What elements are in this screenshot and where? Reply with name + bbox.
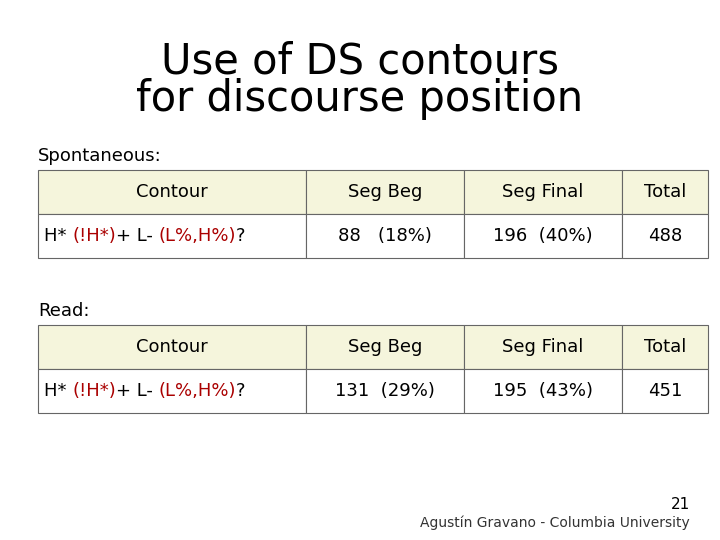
Text: (!H*): (!H*) [72, 382, 116, 400]
Bar [38, 170, 306, 214]
Text: 195  (43%): 195 (43%) [493, 382, 593, 400]
Bar [464, 369, 622, 413]
Text: 131  (29%): 131 (29%) [335, 382, 435, 400]
Text: H*: H* [44, 382, 72, 400]
Bar [38, 214, 306, 258]
Text: (L%,H%): (L%,H%) [158, 227, 236, 245]
Bar [306, 369, 464, 413]
Text: Read:: Read: [38, 302, 89, 320]
Bar [622, 369, 708, 413]
Text: Contour: Contour [136, 183, 208, 201]
Bar [622, 170, 708, 214]
Text: Seg Final: Seg Final [503, 183, 584, 201]
Text: 451: 451 [648, 382, 682, 400]
Text: Seg Final: Seg Final [503, 338, 584, 356]
Bar [464, 214, 622, 258]
Text: + L-: + L- [116, 227, 158, 245]
Text: Contour: Contour [136, 338, 208, 356]
Bar [464, 170, 622, 214]
Text: Spontaneous:: Spontaneous: [38, 147, 162, 165]
Text: 196  (40%): 196 (40%) [493, 227, 593, 245]
Bar [38, 325, 306, 369]
Bar [622, 214, 708, 258]
Bar [464, 325, 622, 369]
Text: ?: ? [236, 227, 246, 245]
Bar [38, 369, 306, 413]
Text: Seg Beg: Seg Beg [348, 338, 422, 356]
Text: H*: H* [44, 227, 72, 245]
Bar [306, 214, 464, 258]
Text: Agustín Gravano - Columbia University: Agustín Gravano - Columbia University [420, 516, 690, 530]
Bar [306, 170, 464, 214]
Text: 21: 21 [671, 497, 690, 512]
Bar [622, 325, 708, 369]
Text: 88   (18%): 88 (18%) [338, 227, 432, 245]
Text: + L-: + L- [116, 382, 158, 400]
Text: (L%,H%): (L%,H%) [158, 382, 236, 400]
Text: (!H*): (!H*) [72, 227, 116, 245]
Text: Total: Total [644, 183, 686, 201]
Text: Total: Total [644, 338, 686, 356]
Text: ?: ? [236, 382, 246, 400]
Text: for discourse position: for discourse position [136, 78, 584, 120]
Text: 488: 488 [648, 227, 682, 245]
Text: Use of DS contours: Use of DS contours [161, 40, 559, 82]
Bar [306, 325, 464, 369]
Text: Seg Beg: Seg Beg [348, 183, 422, 201]
